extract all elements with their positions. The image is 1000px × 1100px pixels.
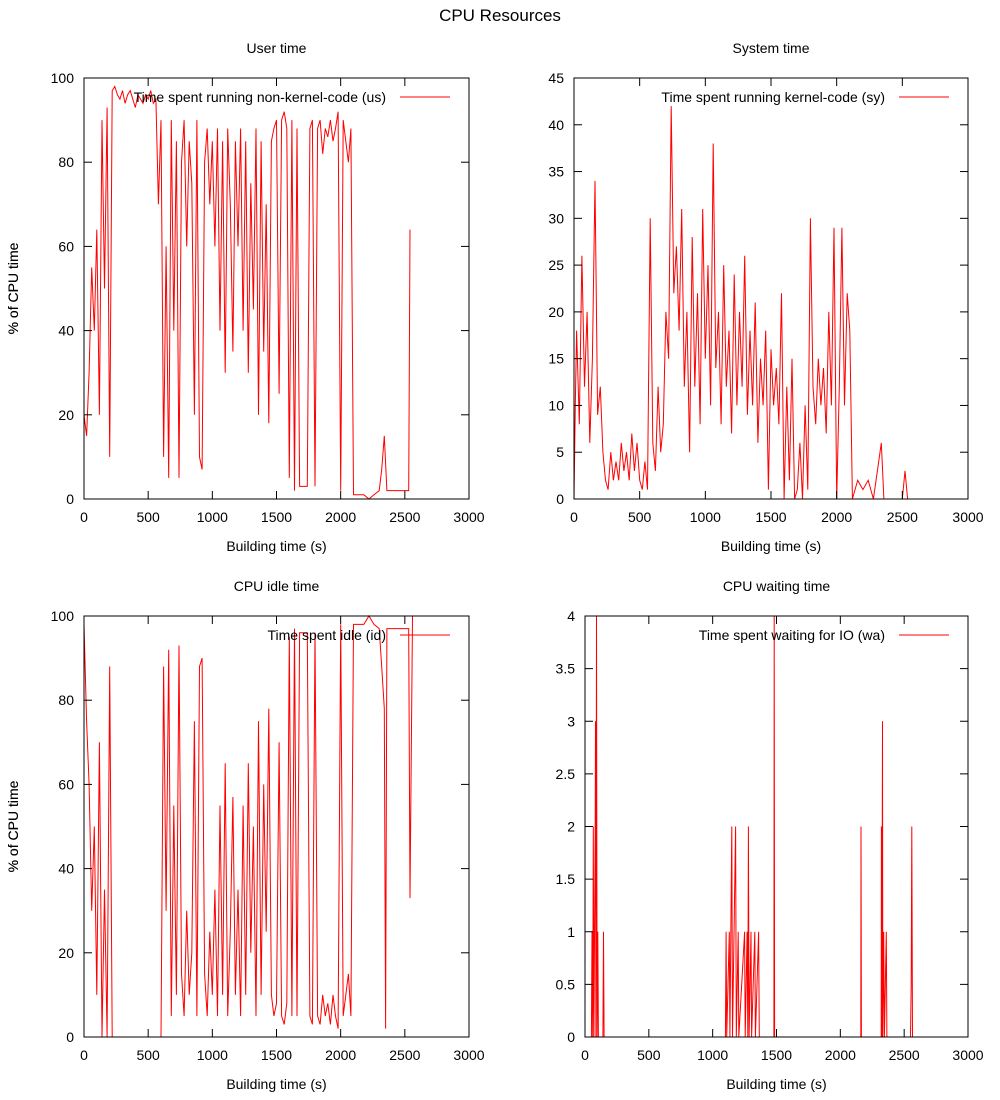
subplot-title: System time: [732, 40, 809, 56]
x-tick-label: 1500: [261, 1047, 292, 1063]
x-tick-label: 2000: [325, 509, 356, 525]
x-tick-label: 1500: [755, 509, 786, 525]
x-tick-label: 1000: [697, 1047, 728, 1063]
x-tick-label: 0: [581, 1047, 589, 1063]
x-tick-label: 0: [80, 1047, 88, 1063]
y-axis-label: % of CPU time: [5, 242, 21, 334]
y-tick-label: 1.5: [556, 871, 576, 887]
subplot-4: CPU waiting time Building time (s) % of CP…: [5, 578, 984, 1092]
y-tick-label: 2.5: [556, 766, 576, 782]
x-tick-label: 1000: [197, 1047, 228, 1063]
y-tick-label: 40: [58, 861, 74, 877]
x-tick-label: 1500: [261, 509, 292, 525]
series-line: [83, 615, 413, 1038]
x-tick-label: 500: [637, 1047, 661, 1063]
y-tick-label: 4: [567, 608, 575, 624]
x-tick-label: 1000: [197, 509, 228, 525]
x-tick-label: 2500: [389, 509, 420, 525]
y-tick-label: 1: [567, 924, 575, 940]
y-tick-label: 40: [548, 117, 564, 133]
figure-title: CPU Resources: [439, 6, 561, 25]
y-axis-label: % of CPU time: [5, 780, 21, 872]
y-tick-label: 10: [548, 397, 564, 413]
x-tick-label: 2500: [389, 1047, 420, 1063]
y-tick-label: 15: [548, 351, 564, 367]
subplot-2: System time Building time (s) % of CPU tim…: [5, 40, 984, 554]
x-axis-label: Building time (s): [726, 1076, 826, 1092]
x-tick-label: 500: [628, 509, 652, 525]
y-tick-label: 3: [567, 713, 575, 729]
y-tick-label: 35: [548, 164, 564, 180]
x-tick-label: 3000: [453, 1047, 484, 1063]
subplot-title: User time: [247, 40, 307, 56]
series-line: [83, 85, 411, 500]
y-tick-label: 0: [567, 1029, 575, 1045]
subplot-3: CPU idle time Building time (s) % of CPU t…: [5, 578, 485, 1092]
y-tick-label: 45: [548, 70, 564, 86]
y-tick-label: 0: [66, 1029, 74, 1045]
y-tick-label: 40: [58, 323, 74, 339]
x-tick-label: 2000: [825, 1047, 856, 1063]
x-axis-label: Building time (s): [721, 538, 821, 554]
y-tick-label: 60: [58, 238, 74, 254]
y-tick-label: 100: [51, 608, 75, 624]
x-tick-label: 0: [80, 509, 88, 525]
y-tick-label: 3.5: [556, 661, 576, 677]
x-tick-label: 0: [570, 509, 578, 525]
y-tick-label: 30: [548, 210, 564, 226]
x-tick-label: 3000: [453, 509, 484, 525]
x-tick-label: 2500: [887, 509, 918, 525]
y-tick-label: 20: [548, 304, 564, 320]
x-tick-label: 2000: [821, 509, 852, 525]
x-tick-label: 3000: [952, 509, 983, 525]
x-tick-label: 2000: [325, 1047, 356, 1063]
y-axis-label: % of CPU time: [5, 242, 21, 334]
x-tick-label: 3000: [952, 1047, 983, 1063]
series-line: [573, 106, 909, 500]
y-tick-label: 20: [58, 945, 74, 961]
legend-label: Time spent running kernel-code (sy): [661, 89, 885, 105]
x-tick-label: 500: [136, 1047, 160, 1063]
y-tick-label: 80: [58, 692, 74, 708]
y-tick-label: 5: [556, 444, 564, 460]
y-tick-label: 25: [548, 257, 564, 273]
y-tick-label: 80: [58, 154, 74, 170]
series-line: [585, 615, 917, 1038]
x-tick-label: 1000: [690, 509, 721, 525]
y-axis-label: % of CPU time: [5, 780, 21, 872]
legend-label: Time spent waiting for IO (wa): [699, 627, 885, 643]
legend-label: Time spent idle (id): [267, 627, 386, 643]
x-axis-label: Building time (s): [226, 538, 326, 554]
y-tick-label: 20: [58, 407, 74, 423]
subplot-title: CPU waiting time: [723, 578, 831, 594]
subplot-1: User time Building time (s) % of CPU time 0…: [5, 40, 485, 554]
x-tick-label: 2500: [889, 1047, 920, 1063]
x-tick-label: 1500: [761, 1047, 792, 1063]
x-axis-label: Building time (s): [226, 1076, 326, 1092]
y-tick-label: 60: [58, 776, 74, 792]
plot-frame: [573, 77, 969, 500]
y-tick-label: 0: [66, 491, 74, 507]
legend-label: Time spent running non-kernel-code (us): [134, 89, 386, 105]
x-tick-label: 500: [136, 509, 160, 525]
y-tick-label: 0.5: [556, 976, 576, 992]
y-tick-label: 2: [567, 819, 575, 835]
y-tick-label: 0: [556, 491, 564, 507]
plot-frame: [584, 615, 969, 1038]
subplot-title: CPU idle time: [234, 578, 320, 594]
y-tick-label: 100: [51, 70, 75, 86]
